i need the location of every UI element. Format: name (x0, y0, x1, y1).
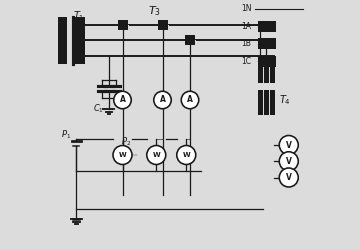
Circle shape (114, 91, 131, 109)
Text: $T_3$: $T_3$ (148, 4, 162, 18)
Text: $T_4$: $T_4$ (279, 93, 291, 107)
Text: 1C: 1C (241, 57, 251, 66)
Text: V: V (286, 157, 292, 166)
Bar (117, 20, 127, 30)
Text: W: W (183, 152, 190, 158)
Bar (158, 20, 167, 30)
Bar (257, 56, 276, 67)
Circle shape (279, 152, 298, 171)
Bar (270, 90, 275, 115)
Bar (264, 90, 269, 115)
Text: W: W (152, 152, 160, 158)
Circle shape (147, 146, 166, 165)
Circle shape (154, 91, 171, 109)
Text: A: A (187, 96, 193, 104)
Text: 1N: 1N (241, 4, 251, 13)
Bar (257, 38, 276, 49)
Bar (257, 90, 262, 115)
Text: 1A: 1A (241, 22, 251, 31)
Bar (264, 58, 269, 82)
Bar (257, 21, 276, 32)
Circle shape (181, 91, 199, 109)
Text: $C_1$: $C_1$ (93, 102, 104, 115)
Bar (74, 48, 85, 64)
Text: $P_2$: $P_2$ (121, 135, 131, 147)
Text: V: V (286, 173, 292, 182)
Bar (185, 35, 195, 45)
Text: $P_1$: $P_1$ (61, 129, 71, 141)
Bar (257, 58, 262, 82)
Bar (74, 17, 85, 33)
Circle shape (279, 136, 298, 154)
Bar (74, 32, 85, 48)
Bar (58, 17, 67, 33)
Circle shape (177, 146, 196, 165)
Text: 1B: 1B (241, 39, 251, 48)
Bar (270, 58, 275, 82)
Text: A: A (159, 96, 166, 104)
Bar (58, 48, 67, 64)
Text: A: A (120, 96, 125, 104)
Bar (58, 32, 67, 48)
Text: W: W (119, 152, 126, 158)
Circle shape (279, 168, 298, 187)
Text: $T_1$: $T_1$ (73, 9, 85, 23)
Text: V: V (286, 140, 292, 149)
Circle shape (113, 146, 132, 165)
